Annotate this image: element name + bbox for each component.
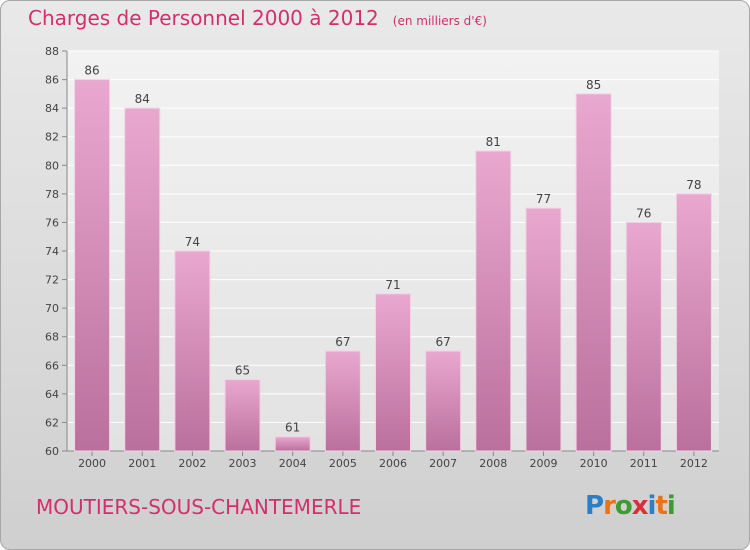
bar-2008 (475, 150, 512, 452)
bar-value-label: 78 (686, 178, 701, 192)
bar-chart: 60 62 64 66 68 70 72 74 76 78 80 82 84 86 88 86 2000 84 20… (45, 45, 719, 470)
chart-title: Charges de Personnel 2000 à 2012 (en mill… (28, 6, 487, 30)
bar-2007 (425, 350, 462, 452)
logo-letter: t (655, 491, 667, 521)
y-tick-label: 68 (45, 331, 59, 344)
bar-2011 (625, 221, 662, 452)
x-tick-label: 2005 (329, 457, 357, 470)
logo-letter: i (666, 491, 676, 521)
x-tick-label: 2000 (78, 457, 106, 470)
y-tick-label: 86 (45, 74, 59, 87)
x-tick-label: 2007 (429, 457, 457, 470)
bar-2006 (375, 293, 411, 452)
logo-letter: x (631, 491, 649, 521)
y-tick-label: 84 (45, 102, 59, 115)
commune-name: MOUTIERS-SOUS-CHANTEMERLE (36, 495, 362, 519)
bar-2010 (575, 93, 612, 452)
logo-letter: P (585, 491, 604, 521)
bar-2002 (174, 250, 211, 452)
x-tick-label: 2011 (630, 457, 658, 470)
y-tick-label: 88 (45, 45, 59, 58)
y-tick-label: 80 (45, 159, 59, 172)
bar-value-label: 67 (335, 335, 350, 349)
bar-2009 (525, 207, 562, 452)
y-tick-label: 70 (45, 302, 59, 315)
y-tick-label: 64 (45, 388, 59, 401)
y-tick-label: 78 (45, 188, 59, 201)
bar-value-label: 71 (385, 278, 400, 292)
bar-2000 (74, 79, 111, 452)
logo-letter: r (603, 491, 616, 521)
x-tick-label: 2004 (279, 457, 307, 470)
y-tick-label: 72 (45, 274, 59, 287)
bar-value-label: 74 (185, 235, 200, 249)
bar-value-label: 77 (536, 192, 551, 206)
bar-value-label: 86 (84, 64, 99, 78)
logo-letter: o (614, 491, 633, 521)
x-tick-label: 2009 (529, 457, 557, 470)
bar-value-label: 81 (486, 135, 501, 149)
x-tick-label: 2003 (229, 457, 257, 470)
x-tick-label: 2008 (479, 457, 507, 470)
x-tick-label: 2002 (178, 457, 206, 470)
bar-value-label: 85 (586, 78, 601, 92)
y-tick-label: 62 (45, 416, 59, 429)
bar-value-label: 61 (285, 421, 300, 435)
bar-2012 (675, 193, 712, 452)
y-tick-label: 66 (45, 359, 59, 372)
bar-value-label: 76 (636, 206, 651, 220)
chart-unit: (en milliers d'€) (392, 14, 487, 28)
bar-value-label: 84 (135, 92, 150, 106)
y-tick-label: 74 (45, 245, 59, 258)
y-tick-label: 82 (45, 131, 59, 144)
bar-2004 (274, 436, 311, 452)
bar-2005 (324, 350, 361, 452)
bar-value-label: 65 (235, 364, 250, 378)
proxiti-logo: Proxiti (585, 491, 676, 521)
x-tick-label: 2001 (128, 457, 156, 470)
logo-letter: i (647, 491, 657, 521)
x-tick-label: 2010 (580, 457, 608, 470)
bar-value-label: 67 (436, 335, 451, 349)
y-tick-label: 76 (45, 216, 59, 229)
bar-2003 (224, 379, 261, 452)
x-tick-label: 2012 (680, 457, 708, 470)
bar-2001 (124, 107, 161, 452)
y-tick-label: 60 (45, 445, 59, 458)
x-tick-label: 2006 (379, 457, 407, 470)
